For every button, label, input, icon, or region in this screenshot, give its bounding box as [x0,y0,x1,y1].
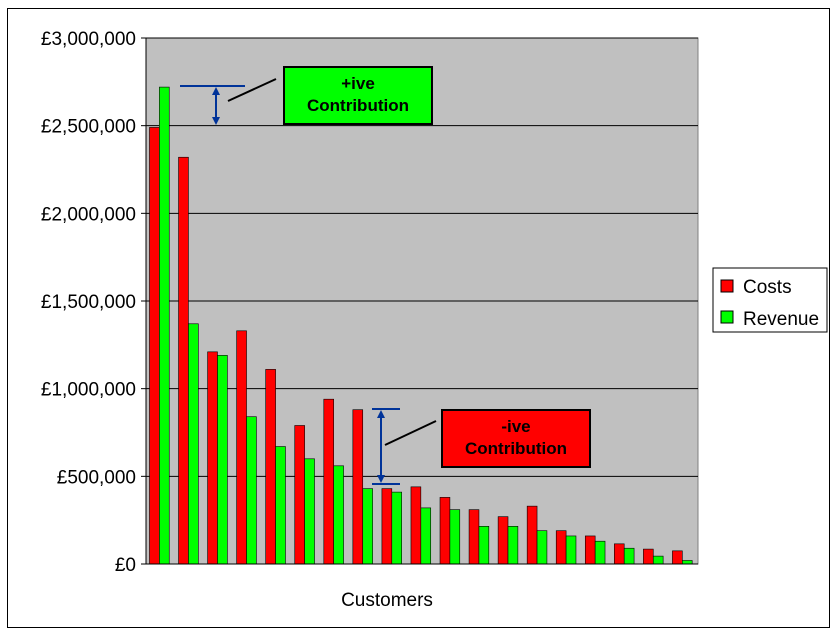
negative-contribution-leader [384,420,437,446]
bar-costs [497,516,509,565]
bars [149,86,693,565]
bar-revenue [420,507,432,565]
bar-revenue [536,530,548,565]
x-axis-label: Customers [341,590,433,611]
y-tick-label: £0 [115,555,136,576]
bar-revenue [246,416,257,565]
bar-revenue [478,525,490,565]
negative-contribution-arrowhead-down [377,475,385,483]
negative-contribution-line2: Contribution [465,439,567,458]
bar-costs [526,505,538,565]
bar-revenue [362,488,373,565]
positive-contribution-arrowhead-down [212,117,220,125]
positive-contribution-line2: Contribution [307,96,409,115]
bar-revenue [304,458,315,565]
positive-contribution-box [283,66,433,125]
legend-label-revenue: Revenue [743,309,819,330]
y-tick-label: £2,000,000 [41,204,136,225]
positive-contribution-line1: +ive [341,74,375,93]
bar-revenue [594,540,606,565]
legend-swatch-costs [720,279,734,293]
bar-revenue [682,560,693,565]
bar-costs [178,156,189,565]
legend-label-costs: Costs [743,277,792,298]
chart-frame: £0 £500,000 £1,000,000 £1,500,000 £2,000,000… [7,8,830,628]
legend: Costs Revenue [712,267,828,333]
bar-revenue [275,446,286,565]
bar-costs [439,497,451,565]
bar-revenue [159,86,170,565]
bar-costs [294,425,305,565]
negative-contribution-annotation: -ive Contribution [372,408,591,485]
bar-costs [410,486,422,565]
bar-costs [149,127,160,565]
bar-costs [207,351,218,565]
y-tick-label: £1,000,000 [41,380,136,401]
bar-revenue [188,323,199,565]
chart: £0 £500,000 £1,000,000 £1,500,000 £2,000,000… [41,29,828,611]
bar-revenue [333,465,344,565]
bar-costs [352,409,364,565]
bar-revenue [565,535,577,565]
legend-swatch-revenue [720,310,734,324]
negative-contribution-line1: -ive [501,417,530,436]
positive-contribution-annotation: +ive Contribution [180,66,433,125]
y-tick-label: £3,000,000 [41,29,136,50]
y-axis-ticks: £0 £500,000 £1,000,000 £1,500,000 £2,000,000… [41,29,146,576]
y-tick-label: £1,500,000 [41,292,136,313]
bar-revenue [391,491,402,565]
bar-costs [323,398,334,565]
bar-costs [643,548,654,565]
negative-contribution-box [441,409,591,468]
bar-costs [236,330,247,565]
positive-contribution-arrowhead-up [212,87,220,95]
bar-revenue [217,355,228,565]
bar-costs [555,530,567,565]
negative-contribution-arrowhead-up [377,410,385,418]
positive-contribution-leader [227,78,277,102]
y-tick-label: £500,000 [57,467,136,488]
bar-costs [614,543,625,565]
bar-costs [265,369,276,565]
bar-revenue [623,547,635,565]
bar-revenue [652,555,664,565]
bar-revenue [507,525,519,565]
bar-revenue [449,509,461,565]
bar-costs [584,535,596,565]
bar-costs [381,488,393,565]
bar-costs [672,550,683,565]
y-tick-label: £2,500,000 [41,117,136,138]
bar-costs [468,509,480,565]
